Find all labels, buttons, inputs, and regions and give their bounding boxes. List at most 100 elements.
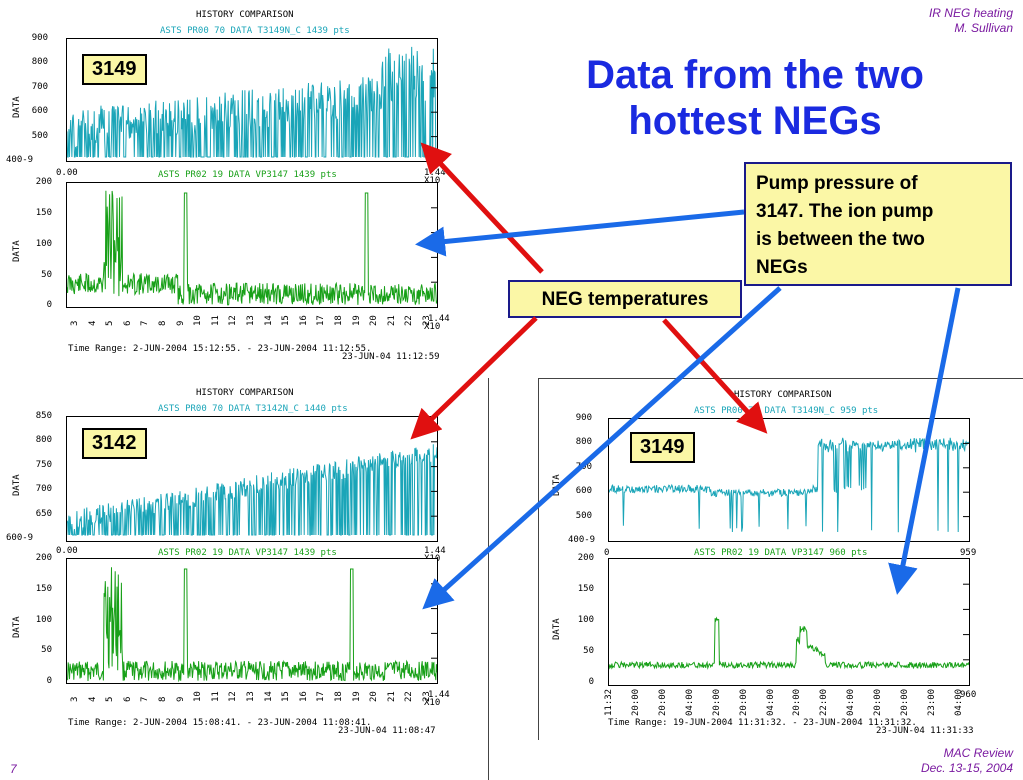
y-tick: 600-9	[6, 533, 34, 543]
neg-id-label: 3149	[82, 54, 147, 85]
x-tick-label: 22	[404, 691, 415, 702]
neg-id-label: 3142	[82, 428, 147, 459]
slide-title-line1: Data from the two	[586, 53, 924, 97]
callout-line: 3147. The ion pump	[756, 201, 934, 222]
x-tick-label: 4	[87, 320, 98, 326]
time-range: Time Range: 2-JUN-2004 15:08:41. - 23-JU…	[68, 718, 372, 728]
bottom-plot	[66, 182, 438, 308]
y-tick: 100	[577, 615, 594, 625]
callout-line: Pump pressure of	[756, 173, 918, 194]
y-tick: 100	[35, 615, 52, 625]
y-tick: 0	[588, 677, 594, 687]
x-end: 960	[960, 690, 977, 700]
time-range: Time Range: 19-JUN-2004 11:31:32. - 23-J…	[608, 718, 917, 728]
x-tick-label: 19	[351, 691, 362, 702]
y-tick: 600	[31, 106, 48, 116]
x-tick-label: 10	[193, 315, 204, 326]
x-tick-label: 16	[298, 691, 309, 702]
x-tick-label: 15	[281, 691, 292, 702]
callout-line: is between the two	[756, 229, 925, 250]
x-tick-label: 9	[175, 320, 186, 326]
y-tick: 600	[575, 486, 592, 496]
bot-series-label: ASTS PR02 19 DATA VP3147 960 pts	[694, 548, 868, 558]
x-tick-label: 6	[122, 696, 133, 702]
neg-id-label: 3149	[630, 432, 695, 463]
bot-series-label: ASTS PR02 19 DATA VP3147 1439 pts	[158, 548, 337, 558]
blue-arrow	[415, 209, 745, 257]
y-tick: 900	[31, 33, 48, 43]
x-tick-label: 04:00	[765, 688, 776, 716]
neg-temperatures-callout: NEG temperatures	[508, 280, 742, 318]
panel-divider	[538, 378, 539, 740]
y-axis-label: DATA	[12, 240, 22, 262]
x-tick-label: 17	[316, 315, 327, 326]
x-tick-label: 16	[298, 315, 309, 326]
x-tick-label: 20:00	[711, 688, 722, 716]
y-tick: 150	[577, 584, 594, 594]
x-tick-label: 04:00	[684, 688, 695, 716]
page-number: 7	[10, 762, 17, 776]
x-tick-label: 5	[105, 320, 116, 326]
y-tick: 0	[46, 300, 52, 310]
y-tick: 900	[575, 413, 592, 423]
pump-pressure-callout: Pump pressure of 3147. The ion pump is b…	[744, 162, 1012, 286]
x-mult: X10	[424, 698, 441, 708]
x-start: 0.00	[56, 168, 78, 178]
x-tick-label: 13	[246, 691, 256, 702]
x-tick-label: 20:00	[630, 688, 641, 716]
x-tick-label: 20:00	[792, 688, 803, 716]
x-tick-label: 11:32	[604, 688, 614, 716]
header-line1: IR NEG heating	[928, 6, 1013, 20]
y-tick: 700	[35, 484, 52, 494]
y-axis-label: DATA	[12, 96, 22, 118]
x-tick-label: 8	[158, 320, 168, 326]
x-tick-label: 14	[263, 315, 274, 326]
x-start: 0.00	[56, 546, 78, 556]
time-stamp: 23-JUN-04 11:08:47	[338, 726, 436, 736]
x-tick-label: 04:00	[846, 688, 857, 716]
x-tick-label: 21	[386, 315, 397, 326]
y-tick: 500	[31, 131, 48, 141]
y-tick: 800	[575, 437, 592, 447]
bottom-plot	[608, 558, 970, 686]
x-end: 959	[960, 548, 977, 558]
x-tick-label: 18	[334, 315, 344, 326]
y-tick: 400-9	[6, 155, 34, 165]
top-series-label: ASTS PR00 70 DATA T3149N_C 959 pts	[694, 406, 879, 416]
y-tick: 200	[35, 177, 52, 187]
y-tick: 50	[41, 645, 52, 655]
x-tick-label: 4	[87, 696, 98, 702]
footer-line1: MAC Review	[943, 746, 1013, 760]
x-tick-label: 9	[175, 696, 186, 702]
x-tick-label: 19	[351, 315, 362, 326]
x-tick-label: 12	[228, 315, 239, 326]
x-tick-label: 7	[140, 320, 151, 326]
x-tick-label: 20	[369, 691, 380, 702]
y-axis-label: DATA	[552, 474, 562, 496]
top-series-label: ASTS PR00 70 DATA T3149N_C 1439 pts	[160, 26, 350, 36]
x-end: 1.44	[428, 690, 450, 700]
series-line	[67, 190, 437, 306]
header-block: IR NEG heating M. Sullivan	[929, 6, 1013, 36]
x-tick-label: 14	[263, 691, 274, 702]
footer-line2: Dec. 13-15, 2004	[920, 761, 1013, 775]
y-tick: 200	[577, 553, 594, 563]
x-tick-label: 8	[158, 696, 168, 702]
red-arrow	[420, 142, 544, 274]
x-tick-label: 10	[193, 691, 204, 702]
time-stamp: 23-JUN-04 11:12:59	[342, 352, 440, 362]
x-tick-label: 11	[210, 691, 221, 702]
x-tick-label: 3	[70, 320, 80, 326]
callout-line: NEGs	[756, 257, 808, 278]
x-tick-label: 13	[246, 315, 256, 326]
hist-title: HISTORY COMPARISON	[734, 390, 832, 400]
y-tick: 150	[35, 584, 52, 594]
time-range: Time Range: 2-JUN-2004 15:12:55. - 23-JU…	[68, 344, 372, 354]
y-tick: 850	[35, 411, 52, 421]
series-line	[609, 616, 969, 670]
series-line	[67, 567, 437, 683]
time-stamp: 23-JUN-04 11:31:33	[876, 726, 974, 736]
y-axis-label: DATA	[12, 616, 22, 638]
y-tick: 800	[35, 435, 52, 445]
y-axis-label: DATA	[552, 618, 562, 640]
